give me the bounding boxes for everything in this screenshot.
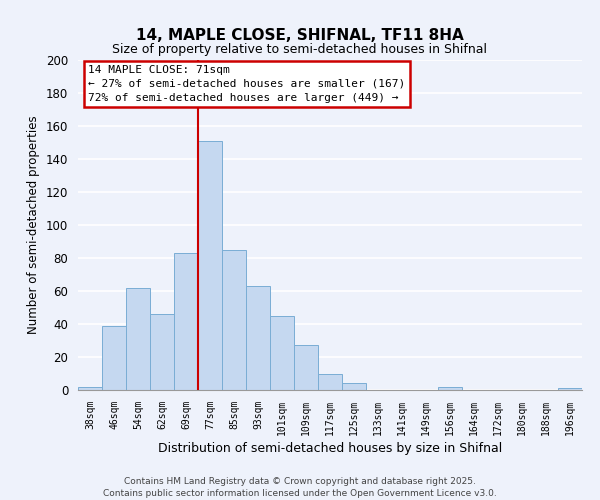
Bar (270, 316, 294, 390)
Bar (438, 386, 462, 390)
Bar (78, 386, 102, 390)
Bar (126, 288, 150, 390)
X-axis label: Distribution of semi-detached houses by size in Shifnal: Distribution of semi-detached houses by … (158, 442, 502, 455)
Bar (150, 314, 174, 390)
Bar (318, 374, 342, 390)
Text: 14 MAPLE CLOSE: 71sqm
← 27% of semi-detached houses are smaller (167)
72% of sem: 14 MAPLE CLOSE: 71sqm ← 27% of semi-deta… (88, 65, 406, 103)
Bar (246, 286, 270, 390)
Bar (102, 326, 126, 390)
Bar (294, 346, 318, 390)
Text: 14, MAPLE CLOSE, SHIFNAL, TF11 8HA: 14, MAPLE CLOSE, SHIFNAL, TF11 8HA (136, 28, 464, 42)
Bar (558, 388, 582, 390)
Bar (198, 141, 222, 390)
Text: Size of property relative to semi-detached houses in Shifnal: Size of property relative to semi-detach… (113, 42, 487, 56)
Bar (174, 253, 198, 390)
Y-axis label: Number of semi-detached properties: Number of semi-detached properties (28, 116, 40, 334)
Text: Contains HM Land Registry data © Crown copyright and database right 2025.
Contai: Contains HM Land Registry data © Crown c… (103, 476, 497, 498)
Bar (342, 384, 366, 390)
Bar (222, 250, 246, 390)
